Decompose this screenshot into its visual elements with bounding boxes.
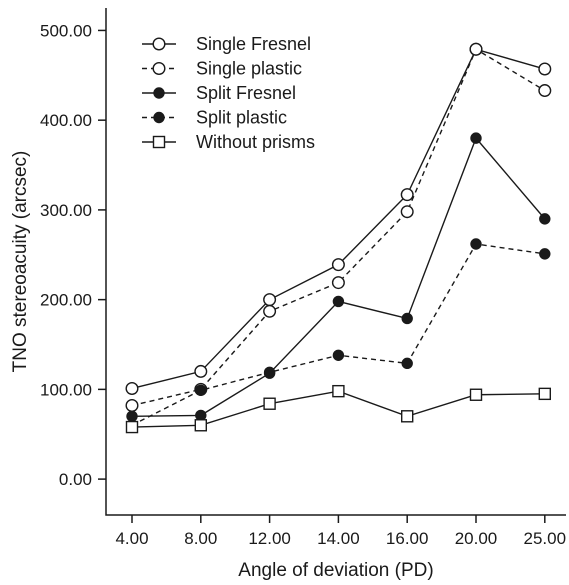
x-axis-ticks: 4.00 8.00 12.00 14.00 16.00 20.00 25.00	[115, 515, 566, 548]
x-tick-label: 8.00	[184, 529, 217, 548]
legend-label: Single plastic	[196, 59, 302, 79]
series-single-fresnel	[125, 42, 552, 395]
y-tick-label: 0.00	[59, 470, 92, 489]
data-point-marker	[195, 384, 207, 396]
data-point-marker	[401, 357, 413, 370]
data-point-marker	[539, 213, 551, 225]
y-tick-label: 300.00	[40, 201, 92, 220]
series-line-split-plastic	[131, 243, 545, 426]
x-tick-label: 4.00	[115, 529, 148, 548]
data-point-marker	[332, 295, 345, 308]
y-tick-label: 400.00	[40, 111, 92, 130]
legend-label: Split plastic	[196, 108, 287, 128]
legend-item-split-fresnel: Split Fresnel	[142, 83, 296, 103]
x-tick-label: 20.00	[455, 529, 498, 548]
data-point-marker	[400, 188, 414, 202]
x-tick-label: 12.00	[248, 529, 291, 548]
series-line-single-fresnel	[131, 48, 545, 390]
y-axis-title: TNO stereoacuity (arcsec)	[10, 151, 31, 373]
data-point-marker	[538, 62, 552, 76]
data-point-marker	[153, 87, 165, 99]
data-point-marker	[331, 276, 345, 290]
data-point-marker	[263, 397, 276, 410]
data-point-marker	[538, 84, 552, 98]
data-point-marker	[263, 304, 277, 318]
data-point-marker	[332, 384, 345, 398]
data-point-marker	[469, 388, 483, 401]
legend-label: Single Fresnel	[196, 34, 311, 54]
y-tick-label: 100.00	[40, 380, 92, 399]
data-point-marker	[539, 248, 551, 260]
axis-frame	[105, 8, 566, 516]
data-point-marker	[263, 366, 276, 379]
legend-item-single-plastic: Single plastic	[142, 59, 302, 79]
legend-item-single-fresnel: Single Fresnel	[142, 34, 311, 54]
x-tick-label: 16.00	[386, 529, 429, 548]
data-point-marker	[152, 135, 166, 149]
data-point-marker	[194, 419, 208, 432]
data-point-marker	[401, 312, 413, 325]
x-tick-label: 25.00	[524, 529, 567, 548]
data-point-marker	[470, 238, 482, 250]
series-without-prisms	[125, 384, 551, 434]
data-point-marker	[538, 387, 551, 401]
data-point-marker	[332, 349, 345, 361]
data-point-marker	[195, 409, 207, 422]
data-point-marker	[401, 410, 414, 423]
x-axis-title: Angle of deviation (PD)	[238, 560, 433, 581]
y-axis-ticks: 0.00 100.00 200.00 300.00 400.00 500.00	[40, 21, 106, 489]
x-tick-label: 14.00	[317, 529, 360, 548]
legend: Single Fresnel Single plastic Split Fresne…	[142, 34, 315, 152]
legend-item-split-plastic: Split plastic	[142, 108, 287, 128]
data-point-marker	[331, 258, 345, 272]
data-point-marker	[470, 132, 482, 144]
data-point-marker	[125, 381, 139, 395]
legend-label: Split Fresnel	[196, 83, 296, 103]
y-tick-label: 500.00	[40, 21, 92, 40]
data-point-marker	[194, 364, 208, 378]
data-point-marker	[125, 399, 139, 413]
data-point-marker	[152, 37, 166, 51]
y-tick-label: 200.00	[40, 291, 92, 310]
data-point-marker	[400, 205, 414, 219]
data-point-marker	[125, 420, 139, 434]
data-point-marker	[469, 42, 483, 56]
axes	[105, 8, 566, 516]
data-point-marker	[153, 111, 165, 124]
series-lines	[125, 42, 552, 434]
data-point-marker	[152, 62, 166, 76]
legend-label: Without prisms	[196, 132, 315, 152]
legend-item-without-prisms: Without prisms	[142, 132, 315, 152]
data-point-marker	[263, 293, 277, 307]
